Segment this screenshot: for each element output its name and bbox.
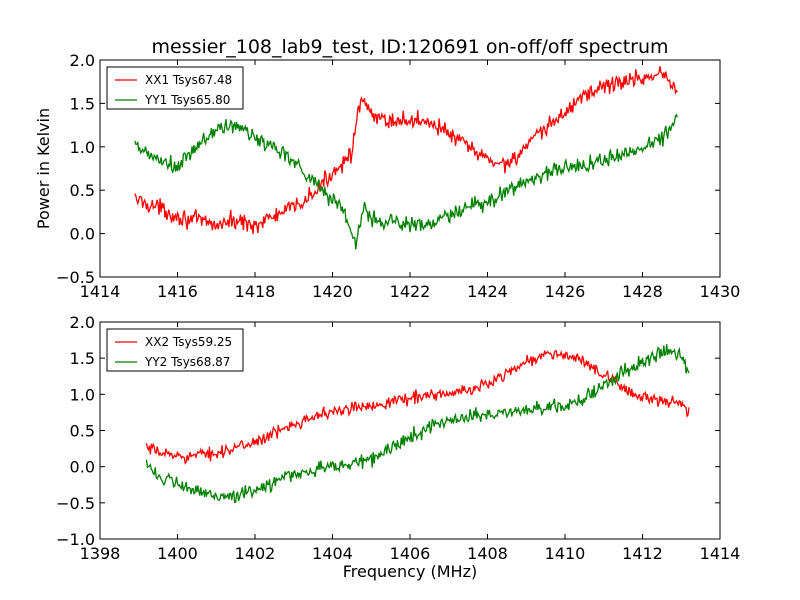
figure-title: messier_108_lab9_test, ID:120691 on-off/…: [151, 36, 668, 58]
x-tick-label: 1410: [545, 544, 586, 563]
legend: XX1 Tsys67.48 YY1 Tsys65.80: [106, 66, 244, 110]
x-tick-label: 1408: [467, 544, 508, 563]
x-tick-label: 1430: [700, 282, 741, 301]
series-line-xx1: [134, 66, 678, 235]
y-tick-label: 2.0: [70, 313, 95, 332]
legend-label: YY2 Tsys68.87: [144, 355, 230, 369]
legend: XX2 Tsys59.25 YY2 Tsys68.87: [106, 328, 244, 372]
x-tick-label: 1428: [622, 282, 663, 301]
series-line-yy1: [134, 113, 678, 250]
x-tick-label: 1398: [80, 544, 121, 563]
series-line-xx2: [145, 349, 690, 465]
y-tick-label: 1.0: [70, 385, 95, 404]
x-tick-label: 1418: [235, 282, 276, 301]
bottom-spectrum-panel: 1398 1400 1402 1404 1406 1408 1410 1412 1414 −1.0…: [56, 313, 740, 581]
legend-box: [106, 328, 244, 372]
y-tick-label: 1.0: [70, 138, 95, 157]
x-tick-label: 1402: [235, 544, 276, 563]
x-tick-label: 1406: [390, 544, 431, 563]
y-tick-label: 0.5: [70, 181, 95, 200]
y-tick-label: −1.0: [56, 530, 95, 549]
x-axis-title: Frequency (MHz): [343, 562, 477, 581]
y-tick-label: 2.0: [70, 51, 95, 70]
x-tick-label: 1424: [467, 282, 508, 301]
x-tick-label: 1412: [622, 544, 663, 563]
legend-label: YY1 Tsys65.80: [144, 93, 230, 107]
legend-label: XX1 Tsys67.48: [145, 73, 232, 87]
y-tick-label: 0.0: [70, 225, 95, 244]
x-tick-label: 1420: [312, 282, 353, 301]
top-spectrum-panel: 1414 1416 1418 1420 1422 1424 1426 1428 1430 −0.5…: [34, 51, 740, 301]
x-tick-label: 1414: [80, 282, 121, 301]
x-tick-label: 1416: [157, 282, 198, 301]
series-line-yy2: [145, 344, 690, 503]
x-tick-label: 1422: [390, 282, 431, 301]
y-tick-label: −0.5: [56, 268, 95, 287]
x-tick-label: 1404: [312, 544, 353, 563]
legend-box: [106, 66, 244, 110]
y-tick-label: 1.5: [70, 94, 95, 113]
x-tick-label: 1426: [545, 282, 586, 301]
y-tick-label: 0.0: [70, 458, 95, 477]
y-tick-label: 0.5: [70, 422, 95, 441]
x-tick-label: 1400: [157, 544, 198, 563]
x-tick-label: 1414: [700, 544, 741, 563]
y-axis-title: Power in Kelvin: [34, 108, 53, 229]
y-tick-label: −0.5: [56, 494, 95, 513]
y-tick-label: 1.5: [70, 349, 95, 368]
legend-label: XX2 Tsys59.25: [145, 335, 232, 349]
